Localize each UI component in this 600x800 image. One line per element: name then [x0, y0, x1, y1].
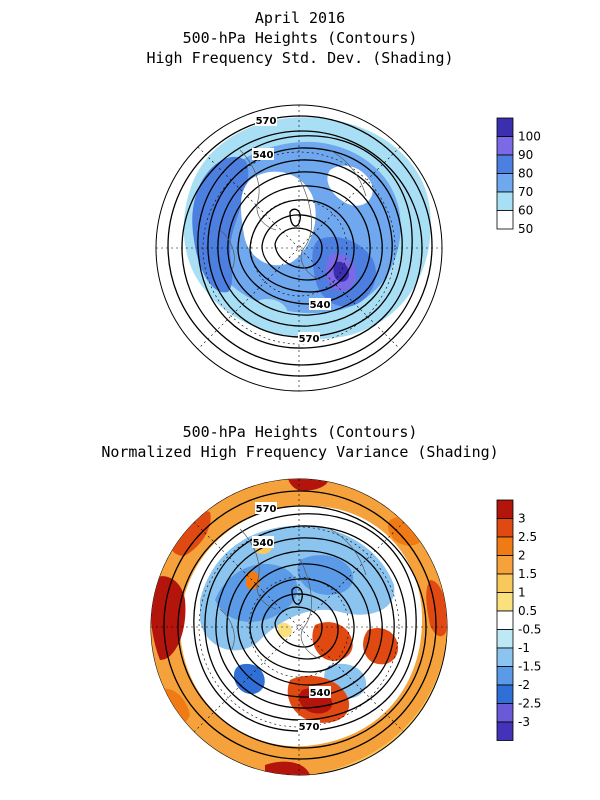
top-colorbar-swatch [496, 154, 514, 174]
bottom-colorbar-swatch [496, 684, 514, 704]
bottom-title-line-1: 500-hPa Heights (Contours) [182, 423, 418, 441]
top-title-line-3: High Frequency Std. Dev. (Shading) [146, 49, 454, 67]
bottom-colorbar-swatch [496, 536, 514, 556]
bottom-contour-label-570-south: 570 [299, 722, 320, 733]
top-colorbar-tick-label: 50 [518, 222, 533, 236]
bottom-contour-label-570-north: 570 [256, 504, 277, 515]
bottom-colorbar-tick-label: 2 [518, 549, 526, 563]
top-colorbar-tick-label: 60 [518, 204, 533, 218]
bottom-contour-label-540-south: 540 [310, 688, 331, 699]
top-colorbar-swatch [496, 173, 514, 193]
bottom-colorbar-tick-label: -2.5 [518, 697, 541, 711]
top-contour-labels: 570 540 540 570 [252, 114, 331, 345]
top-colorbar-swatch [496, 210, 514, 230]
bottom-polar-map: 570 540 540 570 [150, 478, 448, 776]
bottom-colorbar-swatch [496, 721, 514, 741]
bottom-coastlines [219, 528, 367, 660]
bottom-height-contours [163, 490, 437, 760]
bottom-colorbar-tick-label: 1 [518, 586, 526, 600]
bottom-colorbar-tick-label: -1 [518, 641, 530, 655]
bottom-colorbar-swatch [496, 610, 514, 630]
bottom-colorbar-swatch [496, 703, 514, 723]
top-colorbar-tick-label: 70 [518, 185, 533, 199]
top-std-dev-shading [183, 117, 431, 340]
bottom-colorbar-tick-label: -1.5 [518, 660, 541, 674]
top-contour-label-540-north: 540 [253, 150, 274, 161]
bottom-colorbar-swatch [496, 592, 514, 612]
bottom-contour-label-540-north: 540 [253, 538, 274, 549]
bottom-colorbar: 3 2.5 2 1.5 1 0.5 -0.5 -1 -1.5 -2 -2.5 -3 [496, 499, 541, 741]
top-contour-label-570-south: 570 [299, 334, 320, 345]
top-contour-label-570-north: 570 [256, 116, 277, 127]
top-colorbar-swatch [496, 136, 514, 156]
bottom-colorbar-tick-label: 2.5 [518, 530, 537, 544]
top-colorbar-tick-label: 80 [518, 167, 533, 181]
top-colorbar: 100 90 80 70 60 50 [496, 117, 541, 236]
bottom-colorbar-tick-label: -3 [518, 715, 530, 729]
top-title-line-1: April 2016 [254, 9, 346, 27]
bottom-colorbar-swatch [496, 518, 514, 538]
top-colorbar-swatch [496, 117, 514, 137]
top-contour-label-540-south: 540 [310, 300, 331, 311]
bottom-colorbar-swatch [496, 555, 514, 575]
top-title-line-2: 500-hPa Heights (Contours) [182, 29, 418, 47]
bottom-colorbar-tick-label: 3 [518, 512, 526, 526]
top-colorbar-swatch [496, 191, 514, 211]
bottom-colorbar-swatch [496, 499, 514, 519]
bottom-colorbar-tick-label: 0.5 [518, 604, 537, 618]
bottom-colorbar-swatch [496, 647, 514, 667]
bottom-colorbar-tick-label: 1.5 [518, 567, 537, 581]
bottom-colorbar-swatch [496, 666, 514, 686]
top-polar-map: 570 540 540 570 [155, 104, 443, 392]
top-colorbar-tick-label: 100 [518, 130, 541, 144]
top-map-title: April 2016 500-hPa Heights (Contours) Hi… [0, 8, 600, 68]
top-coastlines [219, 149, 367, 281]
bottom-title-line-2: Normalized High Frequency Variance (Shad… [101, 443, 499, 461]
top-colorbar-tick-label: 90 [518, 148, 533, 162]
bottom-colorbar-tick-label: -0.5 [518, 623, 541, 637]
bottom-map-title: 500-hPa Heights (Contours) Normalized Hi… [0, 422, 600, 462]
bottom-colorbar-tick-label: -2 [518, 678, 530, 692]
bottom-colorbar-swatch [496, 573, 514, 593]
bottom-contour-labels: 570 540 540 570 [252, 502, 331, 733]
bottom-colorbar-swatch [496, 629, 514, 649]
